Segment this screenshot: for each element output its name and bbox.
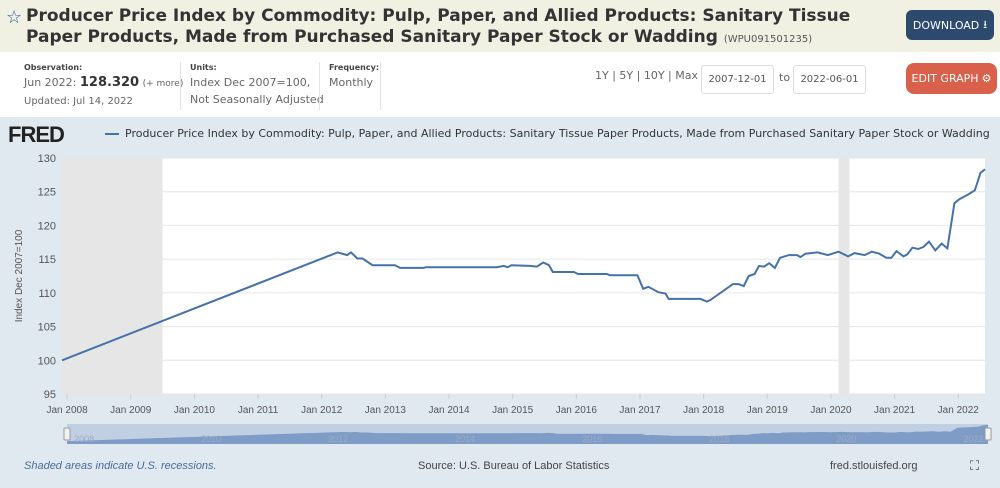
range-5y[interactable]: 5Y: [619, 69, 634, 82]
divider: [380, 62, 381, 110]
x-tick-label: Jan 2012: [301, 405, 343, 416]
site-link[interactable]: fred.stlouisfed.org: [830, 460, 918, 472]
recession-band: [838, 158, 850, 394]
x-tick-label: Jan 2013: [365, 405, 407, 416]
end-date-input[interactable]: 2022-06-01: [793, 65, 866, 94]
divider: [319, 62, 320, 110]
title-bar: ☆ Producer Price Index by Commodity: Pul…: [0, 0, 1000, 52]
y-tick-label: 120: [38, 220, 56, 232]
navigator-label: 2022: [963, 434, 983, 444]
x-tick-label: Jan 2010: [174, 405, 216, 416]
navigator-label: 2016: [582, 434, 602, 444]
range-1y[interactable]: 1Y: [595, 69, 609, 82]
gear-icon: ⚙: [981, 72, 992, 85]
edit-graph-label: EDIT GRAPH: [911, 72, 979, 85]
y-tick-label: 110: [38, 288, 56, 300]
x-tick-label: Jan 2022: [938, 405, 980, 416]
units-block: Units: Index Dec 2007=100, Not Seasonall…: [190, 62, 324, 108]
plot-area: [62, 158, 985, 394]
y-tick-label: 125: [38, 187, 56, 199]
y-tick-label: 100: [38, 355, 56, 367]
divider: [180, 62, 181, 110]
x-tick-label: Jan 2014: [428, 405, 470, 416]
observation-label: Observation:: [24, 63, 83, 72]
units-line-1: Index Dec 2007=100,: [190, 76, 311, 89]
legend-swatch: [105, 132, 119, 135]
navigator-area: [67, 425, 988, 444]
units-line-2: Not Seasonally Adjusted: [190, 93, 324, 106]
x-tick-label: Jan 2021: [874, 405, 916, 416]
navigator-label: 2018: [709, 434, 729, 444]
navigator-label: 2010: [201, 434, 221, 444]
frequency-block: Frequency: Monthly: [329, 62, 379, 91]
range-selector: 1Y | 5Y | 10Y | Max: [595, 69, 699, 82]
star-icon[interactable]: ☆: [6, 7, 23, 28]
x-tick-label: Jan 2008: [47, 405, 89, 416]
series-title: Producer Price Index by Commodity: Pulp,…: [26, 6, 851, 47]
series-line: [61, 168, 986, 362]
x-tick-label: Jan 2016: [556, 405, 598, 416]
source-text: Source: U.S. Bureau of Labor Statistics: [418, 460, 610, 472]
start-date-input[interactable]: 2007-12-01: [701, 65, 774, 94]
x-tick-label: Jan 2011: [238, 405, 279, 416]
observation-block: Observation: Jun 2022: 128.320 (+ more) …: [24, 62, 183, 110]
frequency-value: Monthly: [329, 76, 374, 89]
recession-band: [62, 158, 163, 394]
observation-date: Jun 2022:: [24, 76, 77, 89]
navigator-handle[interactable]: [984, 427, 992, 441]
range-max[interactable]: Max: [675, 69, 699, 82]
x-tick-label: Jan 2017: [619, 405, 661, 416]
updated-date: Updated: Jul 14, 2022: [24, 96, 133, 107]
frequency-label: Frequency:: [329, 63, 380, 72]
x-tick-label: Jan 2009: [110, 405, 152, 416]
download-label: DOWNLOAD: [912, 18, 980, 32]
series-id: (WPU091501235): [723, 34, 813, 45]
page-title: Producer Price Index by Commodity: Pulp,…: [26, 6, 896, 50]
navigator-label: 2020: [836, 434, 856, 444]
y-axis-label: Index Dec 2007=100: [14, 229, 25, 322]
units-label: Units:: [190, 63, 217, 72]
recession-note: Shaded areas indicate U.S. recessions.: [24, 460, 217, 472]
navigator-label: 2008: [74, 434, 94, 444]
range-10y[interactable]: 10Y: [643, 69, 665, 82]
more-link[interactable]: (+ more): [142, 79, 184, 89]
x-tick-label: Jan 2015: [492, 405, 534, 416]
to-label: to: [779, 71, 791, 84]
legend-label: Producer Price Index by Commodity: Pulp,…: [125, 127, 990, 140]
y-tick-label: 105: [38, 322, 56, 334]
navigator-label: 2012: [328, 434, 348, 444]
chart-legend: Producer Price Index by Commodity: Pulp,…: [105, 127, 990, 140]
x-tick-label: Jan 2019: [747, 405, 789, 416]
fullscreen-icon[interactable]: ⛶: [970, 458, 980, 473]
y-tick-label: 130: [38, 153, 56, 165]
download-button[interactable]: DOWNLOAD ⭳: [906, 10, 994, 40]
navigator-label: 2014: [455, 434, 475, 444]
x-tick-label: Jan 2018: [683, 405, 725, 416]
fred-logo: FRED: [8, 122, 65, 147]
edit-graph-button[interactable]: EDIT GRAPH ⚙: [906, 63, 997, 94]
x-tick-label: Jan 2020: [810, 405, 852, 416]
y-tick-label: 115: [38, 254, 56, 266]
observation-value: 128.320: [79, 75, 140, 90]
download-icon: ⭳: [983, 17, 988, 31]
y-tick-label: 95: [44, 389, 56, 401]
navigator-handle[interactable]: [63, 427, 71, 441]
